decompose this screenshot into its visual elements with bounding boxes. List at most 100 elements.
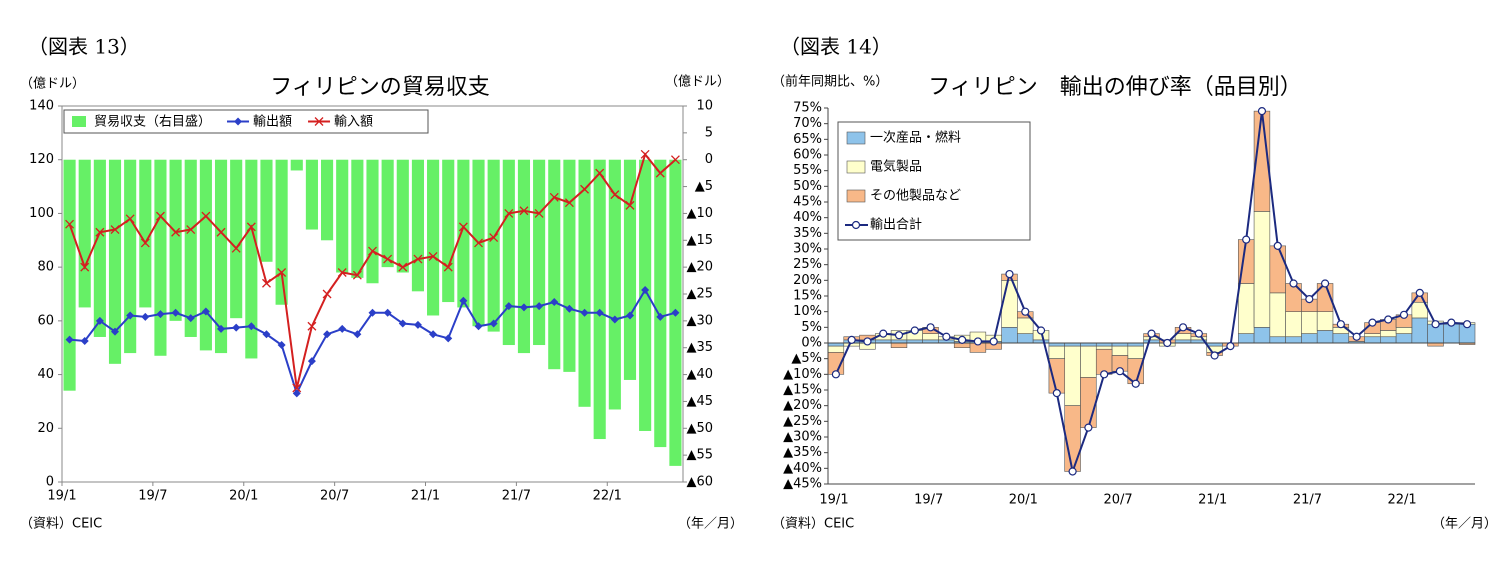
marker xyxy=(894,331,904,340)
bar xyxy=(1269,245,1286,294)
bar xyxy=(1001,327,1018,344)
marker xyxy=(171,308,180,317)
marker xyxy=(847,335,856,344)
y2-tick-label: ▲30 xyxy=(686,313,713,328)
y-tick-label: 0 xyxy=(46,475,54,490)
marker xyxy=(429,330,438,339)
x-axis-label: （年／月） xyxy=(678,517,743,532)
bar xyxy=(654,159,667,448)
source: （資料）CEIC xyxy=(20,517,102,532)
bar xyxy=(1411,317,1428,344)
source: （資料）CEIC xyxy=(772,517,854,532)
marker xyxy=(1178,323,1188,332)
y-tick-label: ▲25% xyxy=(783,414,822,429)
legend-label: 電気製品 xyxy=(870,159,922,175)
bar xyxy=(1380,336,1397,344)
marker xyxy=(564,198,574,208)
bar xyxy=(1380,330,1397,338)
marker xyxy=(926,323,935,332)
marker xyxy=(910,326,919,335)
marker xyxy=(1194,329,1203,338)
marker xyxy=(126,311,135,320)
bar xyxy=(1364,336,1381,344)
bar xyxy=(487,159,500,332)
y-tick-label: 55% xyxy=(793,163,822,178)
bar xyxy=(442,159,455,303)
marker xyxy=(307,321,317,331)
marker xyxy=(1415,288,1424,297)
bar xyxy=(457,159,470,308)
marker xyxy=(95,316,104,325)
marker xyxy=(1305,295,1314,304)
bar xyxy=(1395,327,1413,334)
marker xyxy=(504,302,513,311)
bar xyxy=(78,159,91,308)
bar xyxy=(1253,211,1271,328)
marker xyxy=(65,335,74,344)
x-tick-label: 19/1 xyxy=(47,489,76,504)
y-tick-label: 60 xyxy=(37,313,54,328)
marker xyxy=(519,303,528,312)
y-tick-label: 10% xyxy=(793,304,822,319)
bar xyxy=(1285,311,1302,338)
marker xyxy=(155,211,165,221)
y2-tick-label: ▲10 xyxy=(686,206,713,221)
bar xyxy=(290,159,303,171)
marker xyxy=(535,302,544,311)
y-tick-label: 50% xyxy=(793,179,822,194)
marker xyxy=(186,225,196,235)
y2-tick-label: ▲20 xyxy=(686,260,713,275)
bar xyxy=(1364,333,1381,338)
y-tick-label: ▲40% xyxy=(783,461,822,476)
bar xyxy=(1285,336,1302,344)
marker xyxy=(459,296,468,305)
bar xyxy=(245,159,258,359)
marker xyxy=(444,334,453,343)
marker xyxy=(1115,367,1125,376)
marker xyxy=(1463,320,1472,329)
marker xyxy=(1273,241,1282,250)
marker xyxy=(186,314,195,323)
bar xyxy=(199,159,212,351)
bar xyxy=(827,345,845,353)
marker xyxy=(641,285,650,294)
marker xyxy=(277,268,287,277)
marker xyxy=(368,246,377,256)
figure-label: （図表 14） xyxy=(780,35,892,59)
y-tick-label: 100 xyxy=(29,206,54,221)
y-tick-label: ▲30% xyxy=(783,430,822,445)
bar xyxy=(169,159,182,321)
marker xyxy=(863,337,872,346)
x-tick-label: 22/1 xyxy=(1387,493,1416,508)
marker xyxy=(398,319,407,328)
bar xyxy=(321,159,334,241)
marker xyxy=(1242,235,1251,244)
marker xyxy=(595,168,605,178)
bar xyxy=(1064,345,1081,406)
marker xyxy=(322,289,332,299)
marker xyxy=(942,332,951,341)
bar xyxy=(1095,345,1113,350)
marker xyxy=(413,320,422,329)
y-tick-label: ▲10% xyxy=(783,367,822,382)
marker xyxy=(474,238,483,248)
marker xyxy=(1257,107,1267,116)
y2-tick-label: ▲60 xyxy=(686,475,713,490)
bar xyxy=(563,159,576,372)
y2-tick-label: ▲35 xyxy=(686,340,713,355)
bar xyxy=(381,159,394,268)
marker xyxy=(307,357,316,366)
y-tick-label: ▲15% xyxy=(783,383,822,398)
bar xyxy=(108,159,122,364)
legend-swatch xyxy=(846,160,866,174)
marker xyxy=(201,307,210,316)
bar xyxy=(124,159,137,354)
bar xyxy=(351,159,364,278)
bar xyxy=(1301,311,1318,334)
marker xyxy=(111,327,120,336)
x-tick-label: 21/1 xyxy=(411,489,440,504)
x-tick-label: 19/7 xyxy=(138,489,167,504)
marker xyxy=(1368,318,1377,327)
bar xyxy=(548,159,561,370)
bar xyxy=(336,159,349,273)
